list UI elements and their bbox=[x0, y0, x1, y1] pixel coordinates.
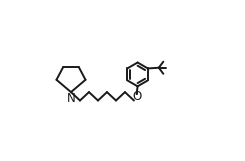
Text: N: N bbox=[67, 92, 75, 105]
Text: O: O bbox=[132, 90, 141, 103]
